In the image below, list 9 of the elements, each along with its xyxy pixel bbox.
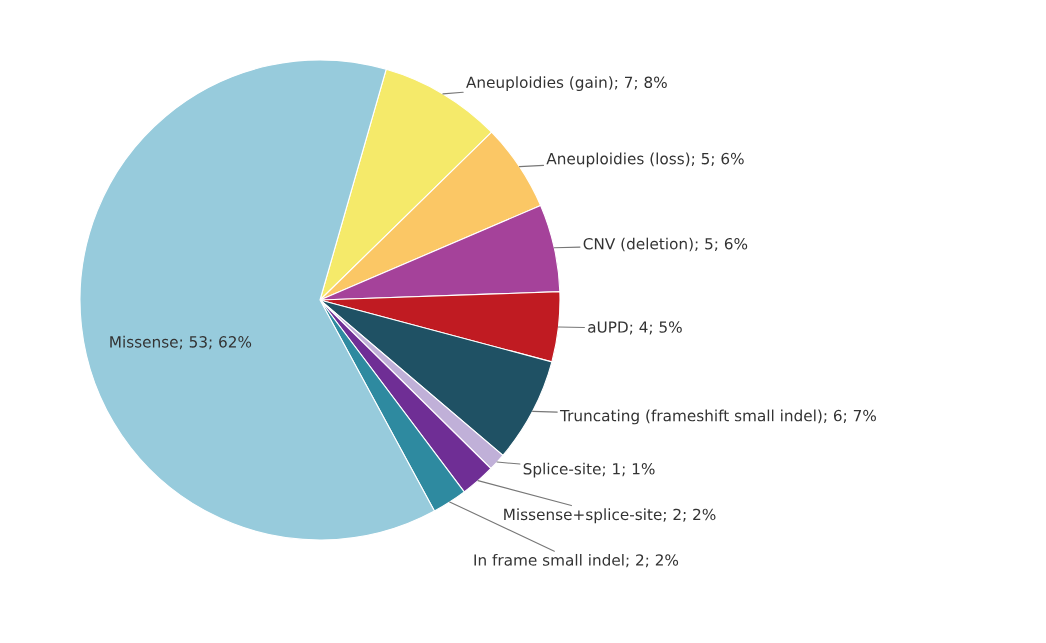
slice-label: Missense+splice-site; 2; 2% — [504, 508, 716, 524]
slice-label: Missense; 53; 62% — [110, 335, 252, 350]
slice-label: In frame small indel; 2; 2% — [474, 553, 679, 568]
slice-label: CNV (deletion); 5; 6% — [583, 237, 748, 252]
slice-label: Aneuploidies (gain); 7; 8% — [466, 76, 667, 91]
slice-label: Truncating (frameshift small indel); 6; 7% — [559, 409, 876, 425]
slice-label: Splice-site; 1; 1% — [523, 462, 655, 478]
slice-label: Aneuploidies (loss); 5; 6% — [546, 152, 744, 168]
slice-label: aUPD; 4; 5% — [588, 321, 682, 335]
